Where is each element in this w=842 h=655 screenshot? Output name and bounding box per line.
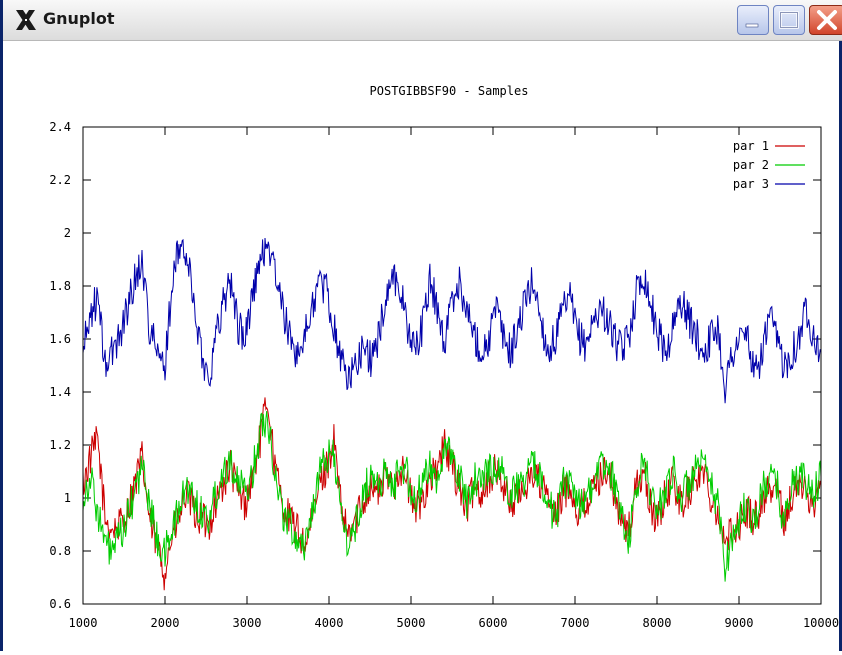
y-tick-label: 0.6	[49, 597, 71, 611]
chart-title: POSTGIBBSF90 - Samples	[370, 84, 529, 98]
y-axis: 0.6 0.8 1 1.2 1.4 1.6 1.8 2 2.2 2.4	[49, 120, 821, 611]
x-tick-label: 10000	[803, 616, 839, 630]
plot-area: POSTGIBBSF90 - Samples 0.6 0.8 1 1.2 1.4 1.6 1…	[3, 41, 842, 651]
close-icon	[817, 10, 837, 30]
y-tick-label: 2.4	[49, 120, 71, 134]
close-button[interactable]	[809, 5, 842, 35]
x-tick-label: 7000	[561, 616, 590, 630]
title-bar[interactable]: Gnuplot	[3, 0, 842, 41]
maximize-icon	[779, 11, 799, 29]
x-tick-label: 4000	[315, 616, 344, 630]
plot-frame	[82, 126, 822, 605]
window-title: Gnuplot	[43, 9, 115, 28]
x-tick-label: 1000	[69, 616, 98, 630]
y-tick-label: 1	[64, 491, 71, 505]
y-tick-label: 2	[64, 226, 71, 240]
minimize-icon	[745, 23, 759, 28]
maximize-button[interactable]	[773, 5, 805, 35]
x-tick-label: 3000	[233, 616, 262, 630]
x-tick-label: 9000	[725, 616, 754, 630]
y-tick-label: 2.2	[49, 173, 71, 187]
x-axis: 1000 2000 3000 4000 5000 6000 7000 8000 9000 1000…	[69, 127, 839, 630]
y-tick-label: 1.2	[49, 438, 71, 452]
legend: par 1 par 2 par 3	[733, 139, 805, 191]
legend-label: par 3	[733, 177, 769, 191]
y-tick-label: 0.8	[49, 544, 71, 558]
minimize-button[interactable]	[737, 5, 769, 35]
x-tick-label: 5000	[397, 616, 426, 630]
x-tick-label: 8000	[643, 616, 672, 630]
series-layer	[82, 237, 822, 591]
x-logo-icon	[16, 10, 36, 30]
line-chart: POSTGIBBSF90 - Samples 0.60.811.21.41.61…	[49, 84, 839, 630]
legend-label: par 1	[733, 139, 769, 153]
y-tick-label: 1.4	[49, 385, 71, 399]
x-tick-label: 6000	[479, 616, 508, 630]
legend-label: par 2	[733, 158, 769, 172]
series-line-3	[82, 237, 822, 404]
y-tick-label: 1.8	[49, 279, 71, 293]
series-line-1	[82, 397, 822, 591]
series-line-2	[82, 410, 822, 582]
x-tick-label: 2000	[151, 616, 180, 630]
y-tick-label: 1.6	[49, 332, 71, 346]
